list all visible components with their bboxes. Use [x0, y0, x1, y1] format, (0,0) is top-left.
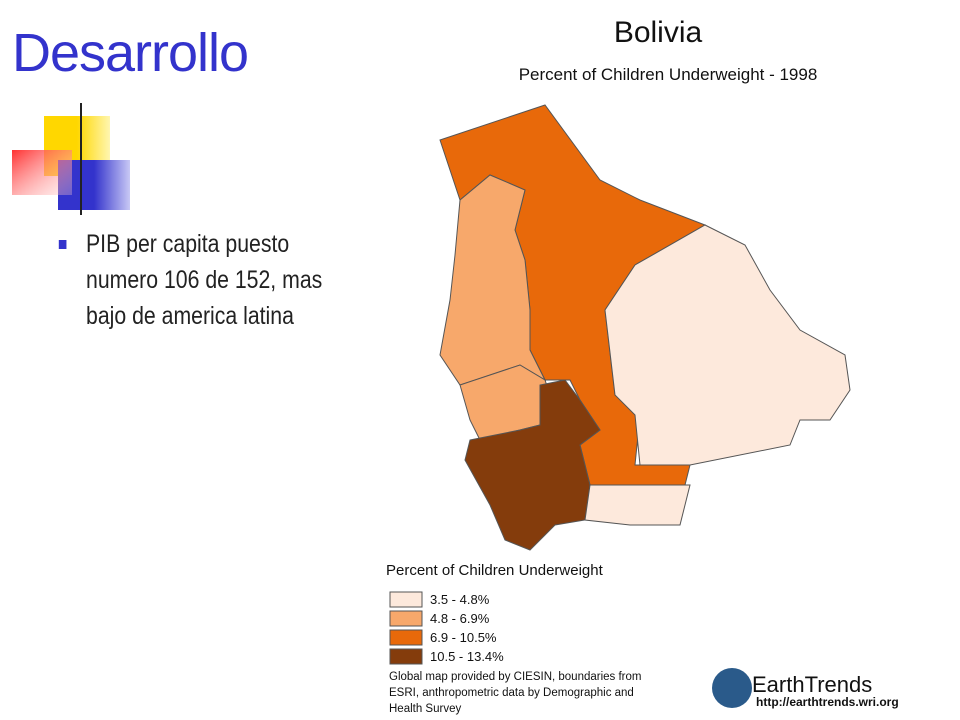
legend-swatch: [389, 629, 423, 646]
legend-swatch: [389, 610, 423, 627]
legend-swatch: [389, 648, 423, 665]
legend: 3.5 - 4.8% 4.8 - 6.9% 6.9 - 10.5% 10.5 - 13…: [389, 591, 504, 665]
credit: Global map provided by CIESIN, boundarie…: [389, 671, 641, 715]
legend-label: 3.5 - 4.8%: [430, 592, 490, 607]
region: [439, 174, 547, 386]
legend-label: 4.8 - 6.9%: [430, 611, 490, 626]
region: [464, 379, 601, 551]
map-subtitle: Percent of Children Underweight - 1998: [519, 65, 818, 84]
map-title: Bolivia: [614, 16, 703, 49]
url: http://earthtrends.wri.org: [756, 695, 899, 709]
region: [604, 224, 851, 466]
regions: [439, 104, 851, 551]
brand: EarthTrends: [752, 672, 872, 697]
legend-swatch: [389, 591, 423, 608]
legend-label: 10.5 - 13.4%: [430, 649, 504, 664]
slide-title: Desarrollo: [12, 23, 249, 83]
legend-label: 6.9 - 10.5%: [430, 630, 497, 645]
bullet-text: PIB per capita puesto numero 106 de 152,…: [58, 226, 333, 334]
logo: [712, 668, 752, 708]
region: [584, 484, 691, 526]
legend-title: Percent of Children Underweight: [386, 562, 604, 579]
